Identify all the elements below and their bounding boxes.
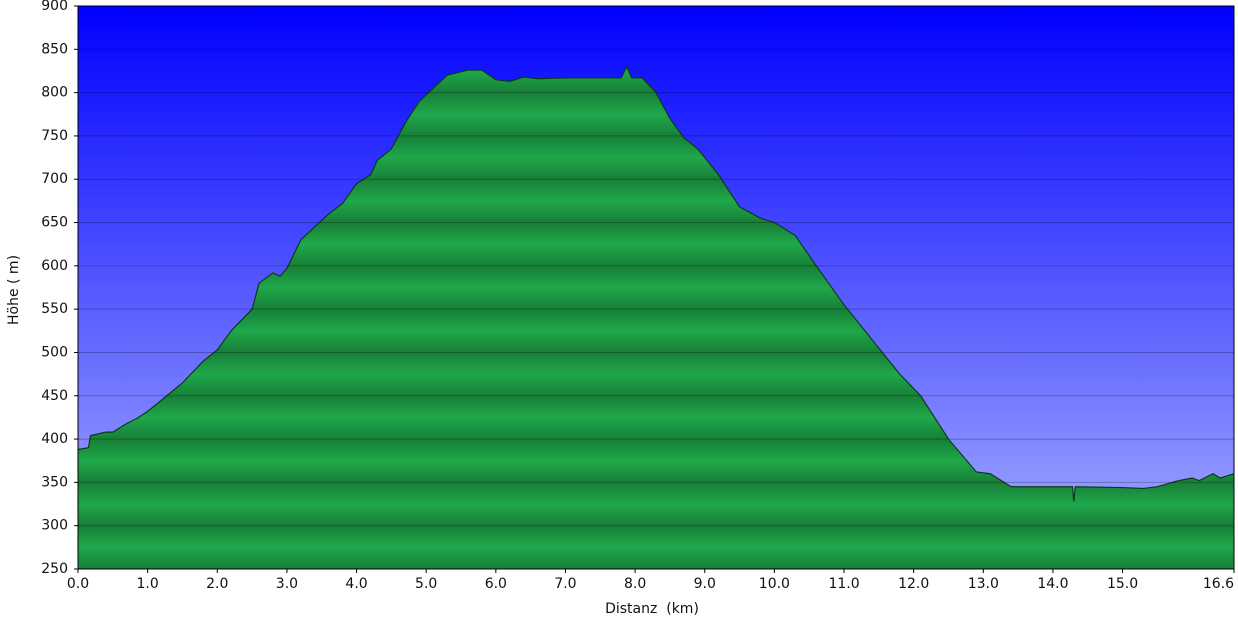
x-tick-label: 14.0 — [1037, 576, 1068, 592]
x-tick-label: 2.0 — [206, 576, 228, 592]
x-tick-label: 8.0 — [624, 576, 646, 592]
elevation-area — [78, 66, 1234, 569]
y-axis-title: Höhe ( m) — [6, 255, 22, 325]
y-tick-label: 650 — [41, 215, 68, 231]
x-tick-label: 15.0 — [1107, 576, 1138, 592]
x-tick-label: 16.6 — [1203, 576, 1234, 592]
y-tick-label: 800 — [41, 85, 68, 101]
y-tick-label: 450 — [41, 388, 68, 404]
y-tick-label: 700 — [41, 171, 68, 187]
x-tick-label: 9.0 — [694, 576, 716, 592]
x-tick-label: 11.0 — [828, 576, 859, 592]
y-tick-label: 300 — [41, 518, 68, 534]
y-tick-label: 250 — [41, 561, 68, 577]
y-tick-label: 550 — [41, 301, 68, 317]
x-tick-label: 7.0 — [554, 576, 576, 592]
y-tick-label: 500 — [41, 344, 68, 360]
y-tick-label: 750 — [41, 128, 68, 144]
y-tick-label: 850 — [41, 41, 68, 57]
plot-frame — [77, 5, 1235, 570]
y-tick-label: 350 — [41, 474, 68, 490]
x-tick-label: 3.0 — [276, 576, 298, 592]
elevation-line — [77, 65, 1235, 502]
x-tick-label: 1.0 — [137, 576, 159, 592]
x-axis-title: Distanz (km) — [605, 601, 699, 617]
y-tick-label: 400 — [41, 431, 68, 447]
y-tick-label: 600 — [41, 258, 68, 274]
x-tick-label: 13.0 — [968, 576, 999, 592]
x-tick-label: 0.0 — [67, 576, 89, 592]
x-tick-label: 5.0 — [415, 576, 437, 592]
x-tick-label: 4.0 — [345, 576, 367, 592]
x-tick-label: 10.0 — [759, 576, 790, 592]
x-tick-label: 6.0 — [485, 576, 507, 592]
x-tick-label: 12.0 — [898, 576, 929, 592]
y-tick-label: 900 — [41, 0, 68, 14]
